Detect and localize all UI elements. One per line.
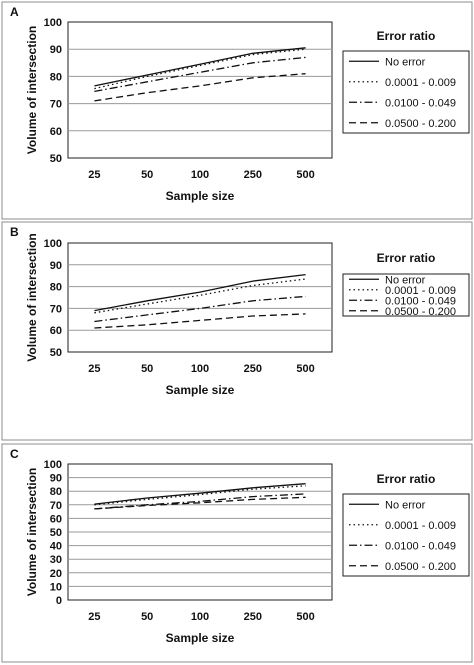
y-tick-label: 80 <box>50 282 62 294</box>
x-tick-label: 250 <box>244 611 262 623</box>
legend-label: 0.0001 - 0.009 <box>385 77 456 89</box>
y-tick-label: 100 <box>44 17 62 29</box>
x-tick-label: 500 <box>296 169 314 181</box>
y-tick-label: 50 <box>50 153 62 165</box>
panel-letter: C <box>10 447 19 461</box>
y-tick-label: 50 <box>50 347 62 359</box>
series-line-4 <box>94 313 306 329</box>
y-axis-title: Volume of intersection <box>25 233 39 361</box>
y-tick-label: 100 <box>44 238 62 250</box>
y-tick-label: 60 <box>50 126 62 138</box>
legend-label: No error <box>385 274 426 286</box>
x-tick-label: 250 <box>244 363 262 375</box>
legend-label: 0.0001 - 0.009 <box>385 520 456 532</box>
y-tick-label: 80 <box>50 486 62 498</box>
legend-label: No error <box>385 499 426 511</box>
x-tick-label: 250 <box>244 169 262 181</box>
y-tick-label: 60 <box>50 325 62 337</box>
series-line-3 <box>94 56 306 93</box>
x-tick-label: 50 <box>141 169 153 181</box>
x-tick-label: 25 <box>88 169 100 181</box>
x-tick-label: 25 <box>88 363 100 375</box>
legend-label: 0.0001 - 0.009 <box>385 285 456 297</box>
y-axis-title: Volume of intersection <box>25 26 39 154</box>
legend-label: 0.0500 - 0.200 <box>385 561 456 573</box>
series-line-3 <box>94 295 306 323</box>
legend-title: Error ratio <box>377 29 436 43</box>
legend-title: Error ratio <box>377 472 436 486</box>
x-tick-label: 50 <box>141 363 153 375</box>
chart-panel-b: B 50 60 70 80 90 100 25 50 100 250 500 Sample size Vo… <box>1 221 473 441</box>
x-tick-label: 500 <box>296 611 314 623</box>
legend-box <box>342 493 470 577</box>
x-tick-label: 50 <box>141 611 153 623</box>
x-tick-label: 25 <box>88 611 100 623</box>
y-tick-label: 100 <box>44 459 62 471</box>
series-line-1 <box>94 47 306 87</box>
x-tick-label: 100 <box>191 611 209 623</box>
legend-label: 0.0100 - 0.049 <box>385 295 456 307</box>
y-tick-label: 20 <box>50 568 62 580</box>
series-line-4 <box>94 73 306 102</box>
legend-label: 0.0100 - 0.049 <box>385 97 456 109</box>
x-axis-title: Sample size <box>166 189 235 203</box>
legend-box <box>342 273 470 317</box>
y-tick-label: 70 <box>50 99 62 111</box>
y-tick-label: 50 <box>50 527 62 539</box>
y-tick-label: 90 <box>50 473 62 485</box>
y-tick-label: 40 <box>50 541 62 553</box>
legend-label: 0.0500 - 0.200 <box>385 306 456 318</box>
x-axis-title: Sample size <box>166 383 235 397</box>
legend-box <box>342 50 470 134</box>
y-tick-label: 60 <box>50 513 62 525</box>
x-tick-label: 100 <box>191 169 209 181</box>
legend-label: No error <box>385 56 426 68</box>
series-line-1 <box>94 483 306 505</box>
y-tick-label: 90 <box>50 44 62 56</box>
x-tick-label: 500 <box>296 363 314 375</box>
y-axis-title: Volume of intersection <box>25 468 39 596</box>
y-tick-label: 70 <box>50 303 62 315</box>
series-line-1 <box>94 273 306 312</box>
series-line-2 <box>94 485 306 506</box>
x-axis-title: Sample size <box>166 631 235 645</box>
x-tick-label: 100 <box>191 363 209 375</box>
series-line-4 <box>94 496 306 510</box>
y-tick-label: 90 <box>50 260 62 272</box>
y-tick-label: 80 <box>50 71 62 83</box>
y-tick-label: 30 <box>50 554 62 566</box>
legend-label: 0.0500 - 0.200 <box>385 118 456 130</box>
y-tick-label: 70 <box>50 500 62 512</box>
legend-label: 0.0100 - 0.049 <box>385 540 456 552</box>
panel-letter: B <box>10 225 19 239</box>
y-tick-label: 0 <box>56 595 62 607</box>
plot-area <box>67 242 333 353</box>
y-tick-label: 10 <box>50 581 62 593</box>
legend-title: Error ratio <box>377 251 436 265</box>
panel-letter: A <box>10 5 19 19</box>
plot-area <box>67 21 333 159</box>
series-line-2 <box>94 48 306 90</box>
chart-panel-a: A 50 60 70 80 90 100 25 50 100 250 500 Sample size Vo… <box>1 1 473 220</box>
